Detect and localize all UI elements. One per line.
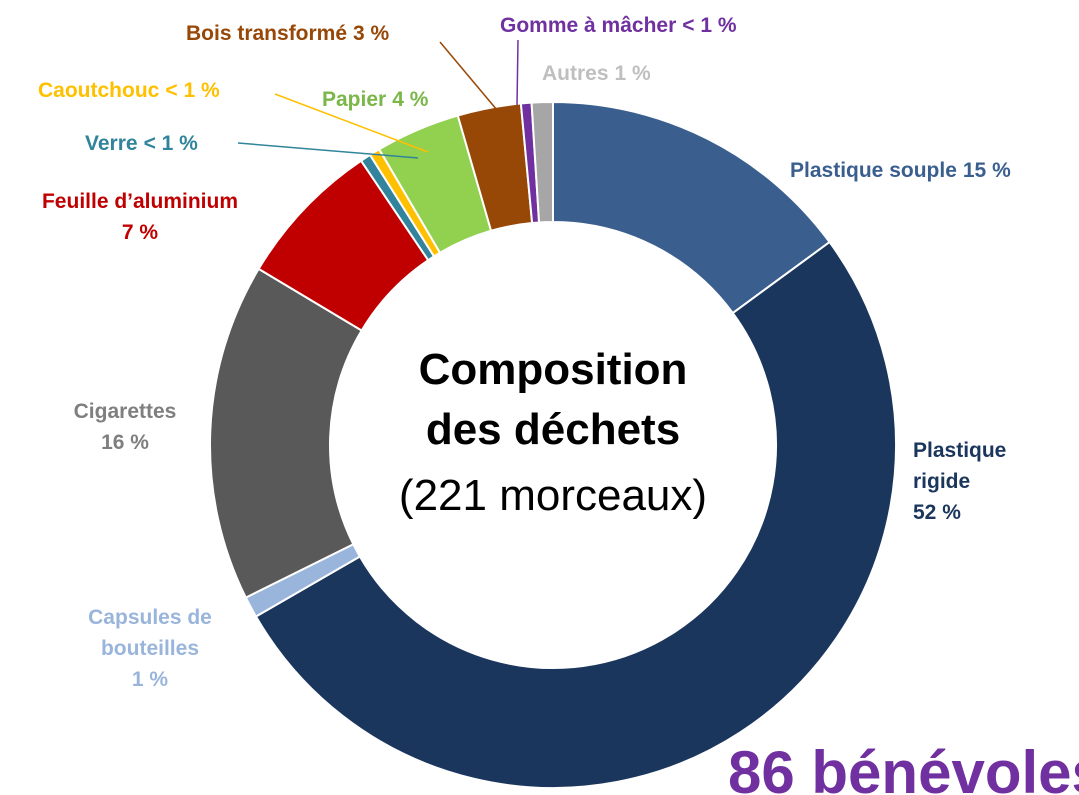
value-label: < 1 %: [165, 79, 219, 102]
value-label: 15 %: [963, 159, 1011, 182]
category-label: Papier: [322, 88, 386, 111]
slice-label: Plastique souple 15 %: [790, 155, 1011, 186]
category-label: Bois transformé: [186, 22, 347, 45]
slice-label: Autres 1 %: [542, 58, 651, 89]
category-label: Plastique rigide: [913, 439, 1006, 493]
slice-label: Capsules de bouteilles 1 %: [65, 602, 235, 695]
value-label: < 1 %: [144, 132, 198, 155]
value-label: 1 %: [615, 62, 651, 85]
category-label: Plastique souple: [790, 159, 957, 182]
slice-label: Feuille d’aluminium 7 %: [0, 186, 280, 248]
slice-label: Plastique rigide 52 %: [913, 435, 1023, 528]
leader-line: [440, 42, 497, 110]
slice-label: Papier 4 %: [322, 84, 428, 115]
value-label: 7 %: [0, 217, 280, 248]
category-label: Gomme à mâcher: [500, 14, 676, 37]
value-label: 16 %: [45, 427, 205, 458]
value-label: 52 %: [913, 497, 1023, 528]
slice-label: Gomme à mâcher < 1 %: [500, 10, 737, 41]
chart-title: Composition des déchets: [393, 340, 713, 460]
value-label: 1 %: [65, 664, 235, 695]
value-label: 3 %: [353, 22, 389, 45]
slice-label: Caoutchouc < 1 %: [38, 75, 220, 106]
slice: [210, 269, 362, 598]
category-label: Caoutchouc: [38, 79, 159, 102]
category-label: Verre: [85, 132, 138, 155]
category-label: Capsules de bouteilles: [88, 606, 212, 660]
category-label: Feuille d’aluminium: [42, 190, 238, 213]
category-label: Cigarettes: [74, 400, 177, 423]
chart-subtitle: (221 morceaux): [393, 466, 713, 526]
slice-label: Bois transformé 3 %: [186, 18, 389, 49]
page: Composition des déchets (221 morceaux) 8…: [0, 0, 1079, 795]
annotation: 86 bénévoles: [728, 738, 1079, 795]
category-label: Autres: [542, 62, 609, 85]
leader-line: [517, 40, 518, 105]
value-label: < 1 %: [682, 14, 736, 37]
slice-label: Cigarettes 16 %: [45, 396, 205, 458]
slice-label: Verre < 1 %: [85, 128, 198, 159]
value-label: 4 %: [392, 88, 428, 111]
